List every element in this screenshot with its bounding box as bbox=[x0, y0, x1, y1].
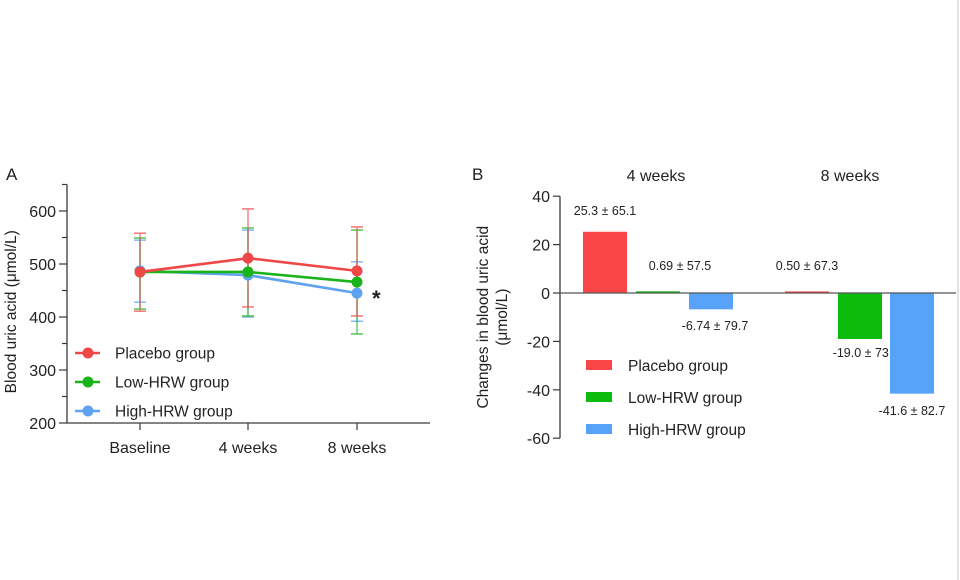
data-point bbox=[242, 266, 254, 278]
legend-marker bbox=[82, 405, 94, 417]
y-tick-label: -60 bbox=[527, 431, 550, 448]
bar-data-label: 25.3 ± 65.1 bbox=[574, 204, 637, 218]
legend-label: Placebo group bbox=[628, 358, 728, 375]
page-edge-divider bbox=[957, 0, 959, 580]
legend-label: Low-HRW group bbox=[115, 375, 229, 392]
y-tick-label: 200 bbox=[29, 416, 56, 433]
y-axis-label-line1: Changes in blood uric acid bbox=[475, 226, 492, 409]
y-tick-label: -40 bbox=[527, 383, 550, 400]
legend-marker bbox=[82, 347, 94, 359]
legend-marker bbox=[82, 376, 94, 388]
bar-data-label: -41.6 ± 82.7 bbox=[879, 404, 946, 418]
y-tick-label: 300 bbox=[29, 363, 56, 380]
y-tick-label: 500 bbox=[29, 257, 56, 274]
bar bbox=[838, 293, 882, 339]
group-title: 4 weeks bbox=[627, 168, 686, 185]
x-tick-label: 8 weeks bbox=[328, 440, 387, 457]
group-title: 8 weeks bbox=[821, 168, 880, 185]
legend-swatch bbox=[586, 424, 612, 434]
panel-label-b: B bbox=[472, 165, 483, 184]
legend-swatch bbox=[586, 360, 612, 370]
bar bbox=[583, 231, 627, 293]
y-axis-label-line2: (μmol/L) bbox=[494, 289, 511, 346]
x-tick-label: Baseline bbox=[109, 440, 170, 457]
x-tick-label: 4 weeks bbox=[219, 440, 278, 457]
bar-data-label: 0.69 ± 57.5 bbox=[649, 259, 712, 273]
bar-data-label: 0.50 ± 67.3 bbox=[776, 259, 839, 273]
y-tick-label: 20 bbox=[532, 238, 550, 255]
chart-a-line: A 200 300 400 500 600 Blood uric acid (μmol/L)… bbox=[3, 165, 430, 457]
panel-label-a: A bbox=[6, 165, 18, 184]
y-axis-label: Blood uric acid (μmol/L) bbox=[3, 230, 20, 393]
legend-label: Low-HRW group bbox=[628, 390, 742, 407]
data-point bbox=[351, 265, 363, 277]
bar bbox=[785, 291, 829, 293]
y-tick-label: 400 bbox=[29, 310, 56, 327]
data-point bbox=[351, 276, 363, 288]
data-point bbox=[134, 266, 146, 278]
legend-swatch bbox=[586, 392, 612, 402]
legend-label: High-HRW group bbox=[628, 422, 746, 439]
bar bbox=[689, 293, 733, 310]
y-tick-label: -20 bbox=[527, 334, 550, 351]
bar-data-label: -19.0 ± 73.0 bbox=[833, 346, 900, 360]
bar bbox=[636, 291, 680, 293]
legend-label: High-HRW group bbox=[115, 404, 233, 421]
significance-asterisk: * bbox=[372, 286, 381, 311]
bar-data-label: -6.74 ± 79.7 bbox=[682, 319, 749, 333]
y-tick-label: 40 bbox=[532, 189, 550, 206]
y-tick-label: 600 bbox=[29, 204, 56, 221]
legend-label: Placebo group bbox=[115, 346, 215, 363]
data-point bbox=[242, 252, 254, 264]
y-tick-label: 0 bbox=[541, 286, 550, 303]
data-point bbox=[351, 287, 363, 299]
bar bbox=[890, 293, 934, 394]
